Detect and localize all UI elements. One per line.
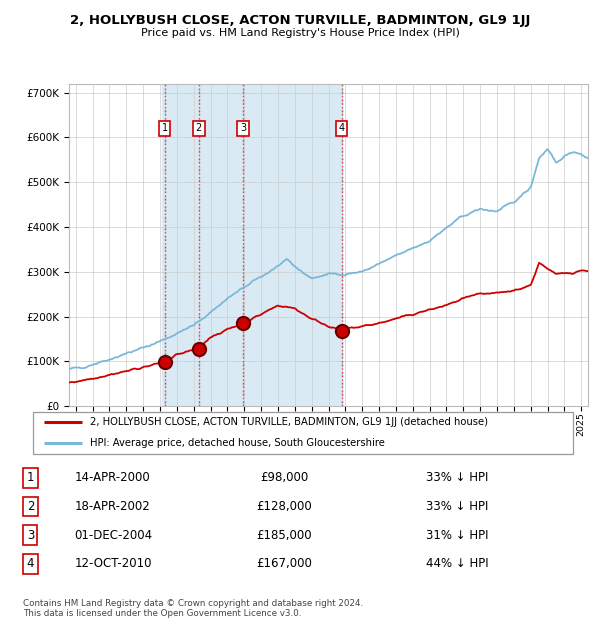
FancyBboxPatch shape	[33, 412, 573, 454]
Text: 12-OCT-2010: 12-OCT-2010	[75, 557, 152, 570]
Text: Price paid vs. HM Land Registry's House Price Index (HPI): Price paid vs. HM Land Registry's House …	[140, 28, 460, 38]
Text: Contains HM Land Registry data © Crown copyright and database right 2024.
This d: Contains HM Land Registry data © Crown c…	[23, 599, 363, 618]
Text: HPI: Average price, detached house, South Gloucestershire: HPI: Average price, detached house, Sout…	[90, 438, 385, 448]
Text: 33% ↓ HPI: 33% ↓ HPI	[426, 471, 488, 484]
Text: 2, HOLLYBUSH CLOSE, ACTON TURVILLE, BADMINTON, GL9 1JJ (detached house): 2, HOLLYBUSH CLOSE, ACTON TURVILLE, BADM…	[90, 417, 488, 427]
Text: £98,000: £98,000	[260, 471, 308, 484]
Text: £185,000: £185,000	[257, 529, 313, 542]
Text: 3: 3	[27, 529, 34, 542]
Text: 33% ↓ HPI: 33% ↓ HPI	[426, 500, 488, 513]
Text: 18-APR-2002: 18-APR-2002	[75, 500, 151, 513]
Text: 1: 1	[161, 123, 168, 133]
Text: 4: 4	[27, 557, 34, 570]
Text: £128,000: £128,000	[257, 500, 313, 513]
Text: 4: 4	[338, 123, 345, 133]
Text: £167,000: £167,000	[257, 557, 313, 570]
Text: 44% ↓ HPI: 44% ↓ HPI	[426, 557, 489, 570]
Text: 2: 2	[196, 123, 202, 133]
Text: 01-DEC-2004: 01-DEC-2004	[75, 529, 153, 542]
Bar	[162, 84, 341, 406]
Text: 31% ↓ HPI: 31% ↓ HPI	[426, 529, 489, 542]
Text: 3: 3	[240, 123, 246, 133]
Text: 1: 1	[27, 471, 34, 484]
Text: 2: 2	[27, 500, 34, 513]
Text: 14-APR-2000: 14-APR-2000	[75, 471, 151, 484]
Text: 2, HOLLYBUSH CLOSE, ACTON TURVILLE, BADMINTON, GL9 1JJ: 2, HOLLYBUSH CLOSE, ACTON TURVILLE, BADM…	[70, 14, 530, 27]
